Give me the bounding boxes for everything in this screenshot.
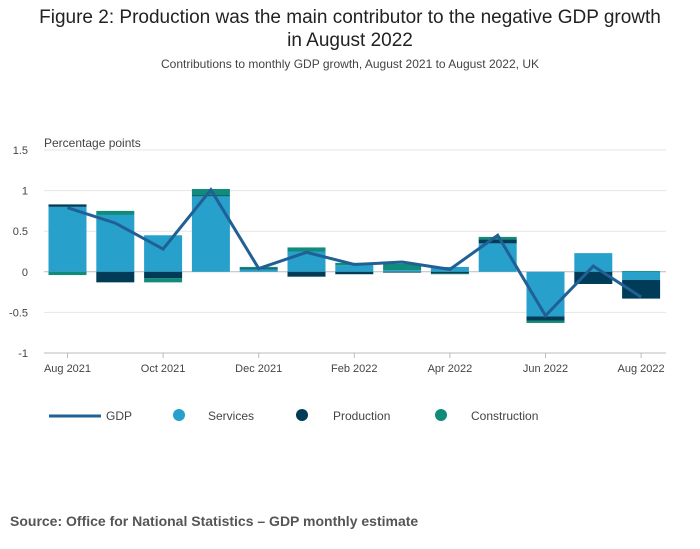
legend-production-swatch: [296, 409, 308, 421]
bar-services: [48, 206, 87, 272]
bar-production: [383, 271, 422, 273]
y-tick-label: 0.5: [13, 226, 28, 238]
x-tick-label: Apr 2022: [428, 363, 473, 375]
y-tick-label: -1: [18, 348, 28, 360]
bar-production: [191, 195, 230, 197]
x-tick-label: Aug 2022: [618, 363, 665, 375]
legend-gdp-label: GDP: [106, 409, 132, 423]
bar-services: [335, 265, 374, 272]
bar-services: [622, 271, 661, 280]
bar-production: [96, 271, 135, 283]
y-tick-label: 0: [22, 267, 28, 279]
chart-title-line-1: Figure 2: Production was the main contri…: [39, 7, 661, 28]
bar-construction: [144, 278, 183, 283]
x-tick-label: Feb 2022: [331, 363, 377, 375]
y-tick-label: 1.5: [13, 145, 28, 157]
bar-construction: [96, 210, 135, 215]
x-tick-label: Oct 2021: [141, 363, 186, 375]
y-tick-label: 1: [22, 186, 28, 198]
legend-production-label: Production: [333, 409, 390, 423]
bar-services: [574, 253, 613, 272]
chart-subtitle: Contributions to monthly GDP growth, Aug…: [160, 57, 539, 71]
legend-construction-label: Construction: [471, 409, 538, 423]
x-tick-label: Jun 2022: [523, 363, 568, 375]
y-tick-label: -0.5: [9, 307, 28, 319]
bar-construction: [383, 263, 422, 271]
chart-title-line-2: in August 2022: [287, 30, 413, 51]
legend-services-label: Services: [208, 409, 254, 423]
bar-construction: [287, 247, 326, 252]
legend-services-swatch: [173, 409, 185, 421]
bar-production: [335, 271, 374, 275]
bar-production: [478, 239, 517, 244]
bar-production: [144, 271, 183, 279]
bar-construction: [430, 273, 469, 275]
bar-services: [383, 270, 422, 272]
chart-title: Figure 2: Production was the main contri…: [0, 6, 700, 52]
bar-production: [48, 204, 87, 207]
bar-construction: [526, 320, 565, 323]
y-axis-title: Percentage points: [44, 136, 141, 150]
bar-production: [622, 279, 661, 299]
legend-construction-swatch: [435, 409, 447, 421]
bar-production: [430, 271, 469, 274]
bar-production: [287, 271, 326, 277]
bar-construction: [48, 271, 87, 276]
bar-production: [526, 316, 565, 321]
x-tick-label: Dec 2021: [235, 363, 282, 375]
x-tick-label: Aug 2021: [44, 363, 91, 375]
source-note: Source: Office for National Statistics –…: [10, 513, 419, 529]
bar-construction: [622, 270, 661, 272]
bar-services: [239, 269, 278, 272]
